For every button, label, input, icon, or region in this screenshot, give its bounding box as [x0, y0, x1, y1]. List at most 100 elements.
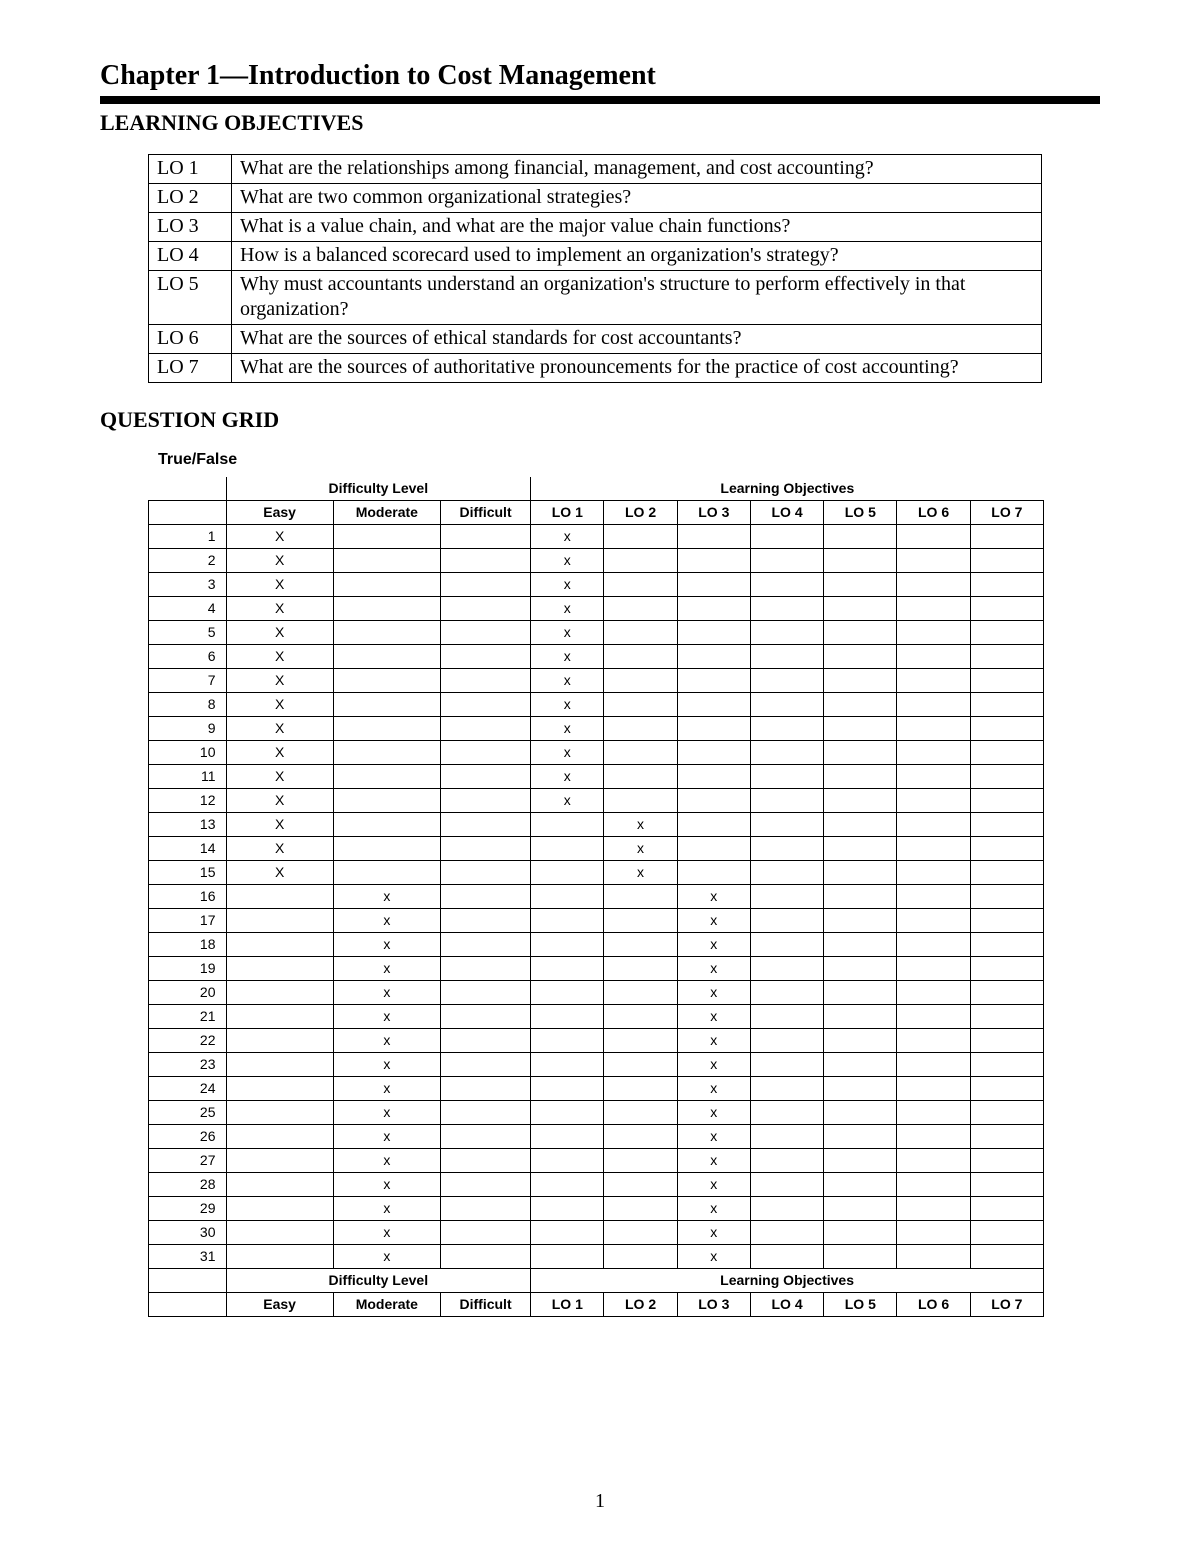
grid-cell-easy: [226, 1221, 333, 1245]
grid-cell-lo1: [531, 1197, 604, 1221]
grid-cell-moderate: [333, 621, 440, 645]
grid-cell-easy: X: [226, 597, 333, 621]
grid-cell-lo5: [824, 1029, 897, 1053]
grid-row-number: 24: [149, 1077, 227, 1101]
grid-cell-easy: X: [226, 741, 333, 765]
grid-footer-lo7: LO 7: [970, 1293, 1043, 1317]
grid-cell-difficult: [440, 717, 530, 741]
grid-cell-lo4: [750, 1077, 823, 1101]
grid-cell-difficult: [440, 933, 530, 957]
grid-cell-lo3: x: [677, 1077, 750, 1101]
grid-cell-lo1: [531, 1029, 604, 1053]
grid-cell-moderate: x: [333, 1053, 440, 1077]
grid-cell-lo4: [750, 1005, 823, 1029]
grid-cell-difficult: [440, 981, 530, 1005]
grid-cell-lo1: x: [531, 789, 604, 813]
grid-cell-lo6: [897, 789, 970, 813]
grid-cell-lo7: [970, 909, 1043, 933]
grid-footer-objectives: Learning Objectives: [531, 1269, 1044, 1293]
grid-cell-lo1: [531, 957, 604, 981]
grid-cell-lo4: [750, 1029, 823, 1053]
grid-cell-lo6: [897, 1125, 970, 1149]
grid-cell-lo4: [750, 645, 823, 669]
grid-cell-lo7: [970, 573, 1043, 597]
grid-col-moderate: Moderate: [333, 501, 440, 525]
learning-objective-row: LO 6What are the sources of ethical stan…: [149, 325, 1042, 354]
grid-cell-lo6: [897, 1005, 970, 1029]
grid-cell-moderate: x: [333, 981, 440, 1005]
grid-cell-easy: [226, 1125, 333, 1149]
grid-cell-lo4: [750, 1221, 823, 1245]
grid-cell-lo5: [824, 933, 897, 957]
grid-cell-difficult: [440, 1173, 530, 1197]
learning-objectives-table: LO 1What are the relationships among fin…: [148, 154, 1042, 383]
grid-footer-difficulty: Difficulty Level: [226, 1269, 531, 1293]
grid-cell-difficult: [440, 669, 530, 693]
grid-cell-lo4: [750, 693, 823, 717]
grid-row: 18xx: [149, 933, 1044, 957]
grid-row: 14Xx: [149, 837, 1044, 861]
grid-cell-lo2: [604, 693, 677, 717]
grid-cell-easy: [226, 1245, 333, 1269]
grid-cell-moderate: [333, 693, 440, 717]
grid-cell-lo7: [970, 1221, 1043, 1245]
grid-cell-moderate: x: [333, 1125, 440, 1149]
grid-cell-lo4: [750, 1173, 823, 1197]
grid-cell-lo1: [531, 1173, 604, 1197]
grid-cell-lo6: [897, 1221, 970, 1245]
grid-cell-difficult: [440, 1077, 530, 1101]
grid-cell-lo7: [970, 621, 1043, 645]
grid-cell-lo6: [897, 669, 970, 693]
grid-cell-moderate: [333, 837, 440, 861]
grid-cell-moderate: [333, 669, 440, 693]
grid-cell-lo7: [970, 765, 1043, 789]
grid-cell-moderate: x: [333, 933, 440, 957]
grid-row-number: 9: [149, 717, 227, 741]
grid-cell-lo2: [604, 645, 677, 669]
grid-cell-moderate: [333, 645, 440, 669]
grid-cell-lo2: [604, 1101, 677, 1125]
grid-cell-lo3: x: [677, 1173, 750, 1197]
true-false-label: True/False: [158, 451, 1100, 469]
grid-cell-lo4: [750, 597, 823, 621]
grid-cell-lo1: [531, 1245, 604, 1269]
grid-row: 8Xx: [149, 693, 1044, 717]
grid-col-lo7: LO 7: [970, 501, 1043, 525]
grid-cell-difficult: [440, 909, 530, 933]
grid-cell-lo7: [970, 981, 1043, 1005]
grid-cell-lo5: [824, 549, 897, 573]
grid-row-number: 18: [149, 933, 227, 957]
grid-cell-lo2: x: [604, 813, 677, 837]
grid-cell-lo7: [970, 1125, 1043, 1149]
grid-cell-lo7: [970, 837, 1043, 861]
grid-row-number: 11: [149, 765, 227, 789]
grid-cell-lo2: [604, 1173, 677, 1197]
grid-footer-lo3: LO 3: [677, 1293, 750, 1317]
learning-objective-code: LO 6: [149, 325, 232, 354]
grid-cell-lo7: [970, 813, 1043, 837]
grid-cell-lo4: [750, 981, 823, 1005]
grid-cell-lo7: [970, 1077, 1043, 1101]
grid-cell-difficult: [440, 1029, 530, 1053]
grid-row-number: 8: [149, 693, 227, 717]
grid-cell-lo7: [970, 1197, 1043, 1221]
learning-objective-row: LO 4How is a balanced scorecard used to …: [149, 242, 1042, 271]
grid-cell-lo6: [897, 765, 970, 789]
learning-objective-code: LO 3: [149, 213, 232, 242]
grid-cell-lo3: x: [677, 1149, 750, 1173]
grid-cell-lo1: [531, 837, 604, 861]
grid-cell-difficult: [440, 549, 530, 573]
chapter-title: Chapter 1—Introduction to Cost Managemen…: [100, 60, 1100, 92]
grid-cell-moderate: [333, 813, 440, 837]
learning-objective-row: LO 3What is a value chain, and what are …: [149, 213, 1042, 242]
grid-cell-lo1: x: [531, 525, 604, 549]
grid-cell-lo5: [824, 885, 897, 909]
grid-cell-lo7: [970, 957, 1043, 981]
grid-cell-moderate: [333, 717, 440, 741]
learning-objective-text: Why must accountants understand an organ…: [232, 271, 1042, 325]
learning-objective-code: LO 2: [149, 184, 232, 213]
grid-cell-lo6: [897, 621, 970, 645]
grid-cell-lo7: [970, 741, 1043, 765]
grid-cell-easy: [226, 981, 333, 1005]
grid-cell-lo7: [970, 1173, 1043, 1197]
